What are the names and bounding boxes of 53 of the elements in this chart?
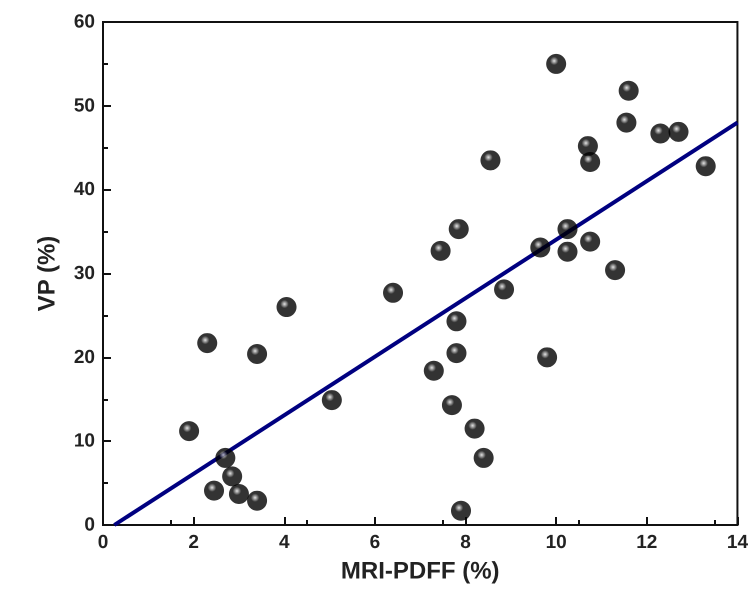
point [322, 390, 342, 410]
point [580, 152, 600, 172]
point [464, 418, 485, 439]
x-tick-label: 0 [98, 532, 108, 553]
point [474, 448, 494, 468]
point [179, 421, 200, 442]
point [558, 219, 578, 240]
point [451, 500, 471, 521]
point [197, 333, 218, 354]
x-tick-label: 14 [726, 532, 748, 553]
point [247, 490, 268, 511]
point [696, 156, 716, 176]
point [446, 343, 466, 364]
point [650, 124, 670, 144]
point [578, 136, 598, 156]
point [448, 219, 469, 240]
point [228, 484, 249, 504]
x-tick-label: 12 [636, 532, 658, 553]
y-tick-label: 10 [74, 430, 95, 452]
x-axis-title: MRI-PDFF (%) [340, 558, 500, 584]
y-axis-title: VP (%) [34, 236, 60, 312]
y-tick-label: 20 [74, 346, 95, 368]
y-tick-label: 30 [74, 263, 95, 284]
point [616, 112, 636, 133]
y-tick-label: 60 [74, 12, 95, 32]
point [215, 448, 236, 468]
point [494, 279, 514, 300]
point [480, 150, 500, 170]
point [668, 122, 689, 142]
x-tick-label: 6 [370, 532, 380, 553]
point [446, 311, 466, 332]
y-tick-label: 50 [74, 95, 95, 116]
point [537, 347, 558, 368]
x-tick-label: 2 [188, 532, 199, 553]
point [530, 238, 550, 258]
point [442, 395, 462, 416]
x-tick-label: 10 [546, 532, 567, 553]
x-tick-label: 8 [460, 532, 471, 553]
y-tick-label: 0 [84, 514, 95, 536]
point [204, 480, 224, 501]
point [222, 466, 242, 486]
point [580, 232, 600, 252]
point [430, 240, 451, 261]
point [546, 54, 566, 74]
point [618, 80, 639, 101]
point [383, 282, 404, 303]
x-tick-label: 4 [278, 532, 290, 553]
point [424, 360, 444, 381]
point [558, 242, 578, 262]
point [247, 344, 268, 364]
point [605, 260, 626, 280]
point [276, 297, 297, 318]
y-tick-label: 40 [74, 179, 95, 200]
